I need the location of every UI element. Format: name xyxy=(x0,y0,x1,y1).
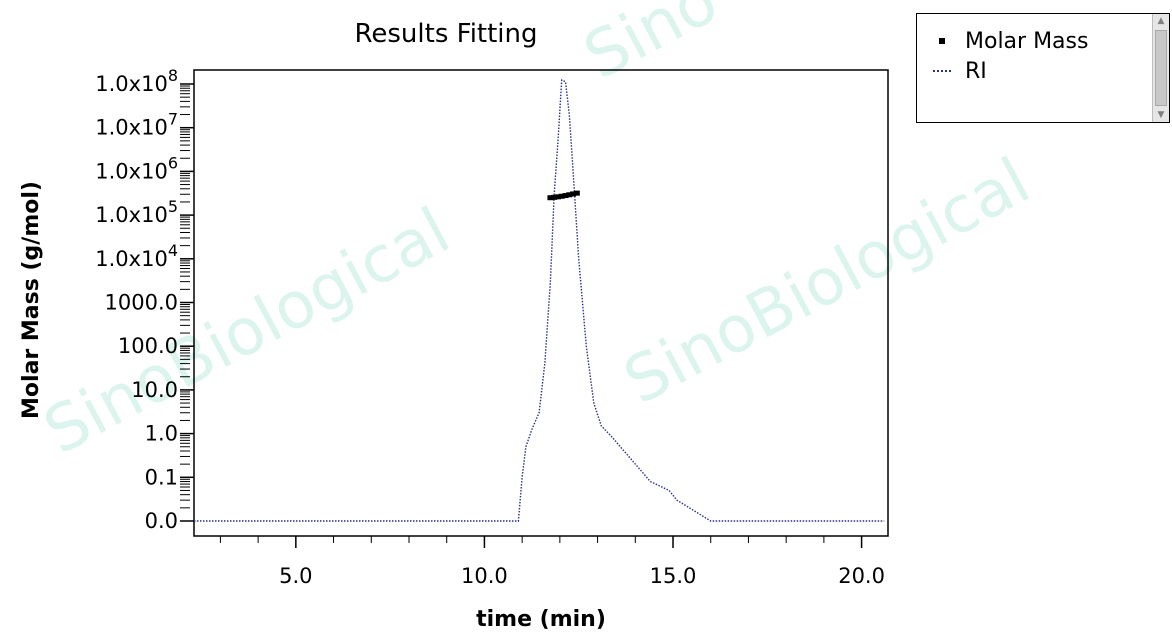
y-tick-label: 1.0 xyxy=(145,422,178,446)
ri-line-icon xyxy=(929,70,955,72)
y-axis-title: Molar Mass (g/mol) xyxy=(19,181,44,419)
y-tick-label: 0.1 xyxy=(145,465,178,489)
x-tick-label: 20.0 xyxy=(838,564,885,588)
legend-scrollbar[interactable]: ▲ ▼ xyxy=(1152,14,1169,122)
scroll-down-arrow-icon[interactable]: ▼ xyxy=(1157,110,1165,120)
y-tick-label: 10.0 xyxy=(131,378,178,402)
chart-title: Results Fitting xyxy=(354,19,537,49)
y-tick-label: 1.0x108 xyxy=(95,66,178,96)
legend-item-ri[interactable]: RI xyxy=(917,58,987,84)
molar-mass-marker-icon xyxy=(929,38,955,44)
y-tick-label: 1000.0 xyxy=(105,291,178,315)
series-ri xyxy=(194,79,885,522)
y-tick-label: 1.0x105 xyxy=(95,197,178,227)
legend: Molar Mass RI ▲ ▼ xyxy=(916,13,1170,123)
x-tick-label: 15.0 xyxy=(650,564,697,588)
scroll-up-arrow-icon[interactable]: ▲ xyxy=(1157,16,1165,26)
x-axis-title: time (min) xyxy=(476,607,606,632)
x-axis: 5.0 10.0 15.0 20.0 xyxy=(219,536,885,588)
molar-mass-point xyxy=(547,195,554,201)
molar-mass-point xyxy=(562,193,569,199)
molar-mass-point xyxy=(558,193,565,199)
molar-mass-point xyxy=(566,192,573,198)
molar-mass-point xyxy=(570,191,577,197)
legend-label: Molar Mass xyxy=(965,28,1089,54)
molar-mass-point xyxy=(573,190,580,196)
x-tick-label: 5.0 xyxy=(279,564,312,588)
molar-mass-point xyxy=(551,194,558,200)
watermark-text: SinoBiological xyxy=(613,144,1042,419)
legend-label: RI xyxy=(965,58,987,84)
scrollbar-thumb[interactable] xyxy=(1155,30,1167,106)
y-tick-label: 0.0 xyxy=(145,509,178,533)
legend-item-molar-mass[interactable]: Molar Mass xyxy=(917,28,1088,54)
y-tick-label: 100.0 xyxy=(118,334,178,358)
y-axis: 0.0 0.1 1.0 10.0 100.0 1000.0 1.0x104 1.0x105 1.… xyxy=(95,66,194,533)
series-molar-mass xyxy=(547,190,580,201)
watermark-text: SinoBiological xyxy=(33,194,462,469)
x-tick-label: 10.0 xyxy=(461,564,508,588)
molar-mass-point xyxy=(554,194,561,200)
y-tick-label: 1.0x106 xyxy=(95,153,178,183)
ri-trace-line xyxy=(194,79,885,522)
watermark-text: Sino xyxy=(573,0,730,94)
y-tick-label: 1.0x104 xyxy=(95,241,178,271)
y-tick-label: 1.0x107 xyxy=(95,110,178,140)
